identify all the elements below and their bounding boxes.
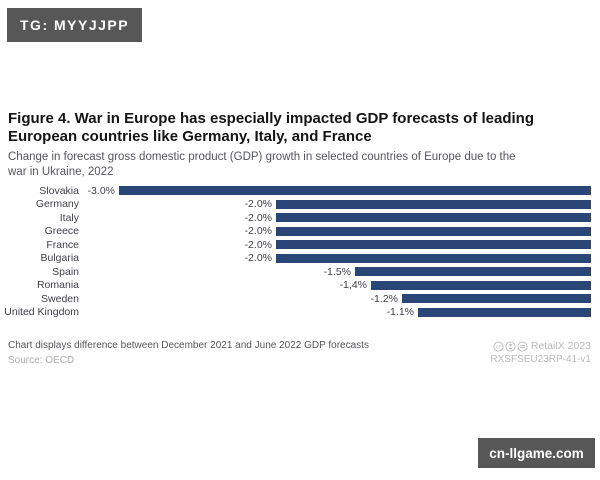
bar	[276, 226, 591, 236]
bar-chart: Slovakia -3.0% Germany -2.0% Italy -2.0% Greec…	[0, 184, 591, 319]
bar-zone: -1.2%	[79, 292, 591, 306]
chart-row: United Kingdom -1.1%	[0, 306, 591, 320]
nd-icon	[517, 340, 528, 352]
country-label: Italy	[59, 211, 79, 224]
site-watermark: cn-llgame.com	[478, 438, 595, 468]
chart-row: Italy -2.0%	[0, 211, 591, 225]
country-label: Germany	[35, 198, 79, 211]
country-label: France	[46, 238, 79, 251]
figure-subtitle: Change in forecast gross domestic produc…	[8, 150, 516, 178]
chart-row: Sweden -1.2%	[0, 292, 591, 306]
credit-block: cc RetailX 2023 RXSFSEU23RP-41-v1	[490, 340, 591, 365]
source-note: Source: OECD	[8, 355, 75, 366]
svg-text:cc: cc	[496, 344, 502, 350]
country-label: Romania	[36, 279, 79, 292]
chart-note: Chart displays difference between Decemb…	[8, 340, 369, 351]
bar-zone: -2.0%	[79, 198, 591, 212]
chart-row: Germany -2.0%	[0, 198, 591, 212]
credit-text: RetailX 2023	[530, 340, 591, 352]
bar-zone: -2.0%	[79, 252, 591, 266]
chart-row: Slovakia -3.0%	[0, 184, 591, 198]
cc-icon: cc	[493, 340, 504, 352]
bar-zone: -3.0%	[79, 184, 591, 198]
bar-zone: -1.5%	[79, 265, 591, 279]
bar-zone: -2.0%	[79, 225, 591, 239]
license-icons: cc	[493, 340, 528, 352]
reference-code: RXSFSEU23RP-41-v1	[490, 354, 591, 365]
country-label: Slovakia	[39, 184, 79, 197]
bar	[276, 253, 591, 263]
value-label: -1.5%	[323, 265, 351, 278]
bar-zone: -1.1%	[79, 306, 591, 320]
bar	[371, 280, 591, 290]
chart-row: Greece -2.0%	[0, 225, 591, 239]
country-label: Greece	[44, 225, 79, 238]
bar	[418, 307, 591, 317]
bar	[355, 267, 591, 277]
chart-row: Spain -1.5%	[0, 265, 591, 279]
value-label: -2.0%	[244, 252, 272, 265]
bar-zone: -2.0%	[79, 238, 591, 252]
figure-header: Figure 4. War in Europe has especially i…	[8, 110, 590, 179]
by-icon	[505, 340, 516, 352]
bar	[276, 240, 591, 250]
value-label: -2.0%	[244, 238, 272, 251]
chart-row: Romania -1,4%	[0, 279, 591, 293]
value-label: -2.0%	[244, 211, 272, 224]
value-label: -1.1%	[386, 306, 414, 319]
country-label: Sweden	[41, 292, 79, 305]
value-label: -2.0%	[244, 198, 272, 211]
bar	[276, 199, 591, 209]
bar	[402, 294, 591, 304]
country-label: Bulgaria	[40, 252, 79, 265]
value-label: -1.2%	[370, 292, 398, 305]
tg-watermark: TG: MYYJJPP	[7, 8, 143, 42]
value-label: -2.0%	[244, 225, 272, 238]
bar	[119, 186, 591, 196]
value-label: -1,4%	[339, 279, 367, 292]
bar-zone: -2.0%	[79, 211, 591, 225]
footnotes: Chart displays difference between Decemb…	[8, 340, 369, 366]
country-label: United Kingdom	[4, 306, 79, 319]
chart-row: Bulgaria -2.0%	[0, 252, 591, 266]
figure-title: Figure 4. War in Europe has especially i…	[8, 110, 534, 146]
bar-zone: -1,4%	[79, 279, 591, 293]
bar	[276, 213, 591, 223]
country-label: Spain	[52, 265, 79, 278]
value-label: -3.0%	[87, 184, 115, 197]
chart-row: France -2.0%	[0, 238, 591, 252]
